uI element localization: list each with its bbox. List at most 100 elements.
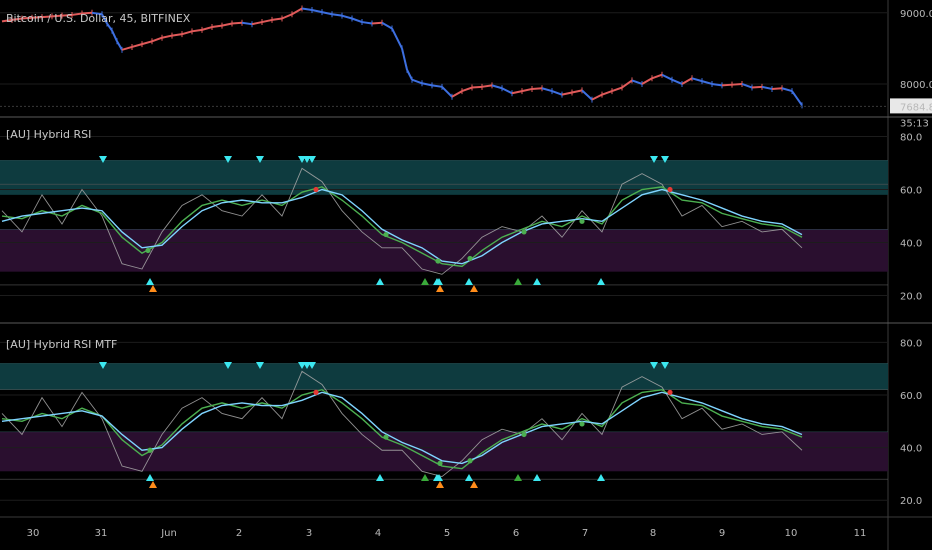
strong-buy-marker [149, 285, 157, 292]
price-candle [751, 85, 763, 89]
cross-dot [579, 218, 585, 224]
price-candle [151, 36, 163, 43]
cross-dot [383, 231, 389, 238]
price-candle [671, 78, 683, 85]
price-candle [771, 87, 783, 90]
cross-dot [313, 186, 319, 193]
time-axis-label: 5 [444, 528, 450, 539]
price-candle [106, 22, 113, 32]
price-chart-title: Bitcoin / U.S. Dollar, 45, BITFINEX [6, 12, 191, 25]
countdown-label: 35:13 [900, 118, 929, 129]
zone-band [0, 229, 888, 272]
price-candle [1, 18, 13, 23]
rsi-tick-label: 40.0 [900, 239, 922, 250]
price-candle [311, 8, 323, 14]
price-candle [581, 89, 593, 101]
price-candle [531, 87, 543, 90]
strong-buy-marker [436, 481, 444, 488]
price-candle [681, 77, 693, 85]
cross-dot [435, 258, 441, 264]
buy-signal-marker [597, 278, 605, 285]
strong-buy-marker [470, 285, 478, 292]
sell-signal-marker [224, 362, 232, 369]
price-candle [121, 46, 133, 51]
sell-signal-marker [308, 362, 316, 369]
price-candle [251, 21, 263, 26]
time-axis-label: 2 [236, 528, 242, 539]
strong-buy-marker [436, 285, 444, 292]
price-candle [421, 82, 433, 87]
buy-signal-marker [376, 474, 384, 481]
price-candle [111, 30, 118, 42]
time-axis-label: 11 [854, 528, 867, 539]
rsi-tick-label: 60.0 [900, 391, 922, 402]
price-candle [761, 85, 773, 90]
buy-signal-marker [533, 474, 541, 481]
rsi-tick-label: 80.0 [900, 133, 922, 144]
rsi-panel-title: [AU] Hybrid RSI [6, 128, 92, 141]
price-candle [691, 77, 703, 83]
price-candle [351, 17, 363, 24]
buy-signal-marker [421, 278, 429, 285]
price-candle [481, 84, 493, 88]
buy-signal-marker [435, 278, 443, 285]
price-candle [721, 83, 733, 87]
price-candle [41, 15, 53, 19]
rsi-tick-label: 80.0 [900, 338, 922, 349]
sell-signal-marker [661, 362, 669, 369]
rsi-mtf-panel-title: [AU] Hybrid RSI MTF [6, 338, 118, 351]
price-candle [431, 84, 443, 88]
time-axis-label: 10 [785, 528, 798, 539]
buy-signal-marker [597, 474, 605, 481]
cross-dot [145, 247, 151, 254]
price-candle [406, 69, 413, 81]
sell-signal-marker [650, 362, 658, 369]
price-candle [781, 87, 793, 93]
price-candle [401, 48, 408, 70]
price-candle [341, 14, 353, 20]
cross-dot [147, 447, 153, 453]
price-candle [561, 91, 573, 96]
cross-dot [521, 431, 527, 438]
price-candle [61, 13, 73, 17]
price-candle [451, 90, 463, 98]
rsi-raw-line [1, 370, 803, 478]
buy-signal-marker [435, 474, 443, 481]
rsi-tick-label: 20.0 [900, 292, 922, 303]
time-axis-label: 6 [513, 528, 519, 539]
buy-signal-marker [376, 278, 384, 285]
price-candle [731, 82, 743, 86]
last-price-badge [890, 98, 932, 114]
zone-band [0, 363, 888, 390]
price-candle [741, 83, 753, 89]
price-candle [281, 13, 293, 20]
time-axis-label: 8 [650, 528, 656, 539]
price-candle [331, 13, 343, 17]
price-candle [551, 90, 563, 96]
price-candle [441, 86, 453, 98]
cross-dot [437, 460, 443, 466]
price-candle [191, 28, 203, 33]
price-candle [461, 86, 473, 93]
zone-band [0, 431, 888, 472]
price-candle [541, 87, 553, 93]
price-candle [511, 90, 523, 95]
price-candle [51, 14, 63, 18]
time-axis-label: 30 [27, 528, 40, 539]
strong-buy-marker [149, 481, 157, 488]
sell-signal-marker [256, 362, 264, 369]
last-price-label: 7684.8 [900, 102, 932, 113]
buy-signal-marker [465, 278, 473, 285]
sell-signal-marker [650, 156, 658, 163]
price-candle [651, 73, 663, 80]
price-candle [171, 33, 183, 37]
price-candle [661, 73, 673, 81]
cross-dot [467, 255, 473, 262]
price-candle [591, 93, 603, 101]
price-candle [521, 87, 533, 93]
price-candle [321, 11, 333, 16]
price-candle [371, 21, 383, 25]
buy-signal-marker [514, 278, 522, 285]
price-candle [261, 18, 273, 24]
